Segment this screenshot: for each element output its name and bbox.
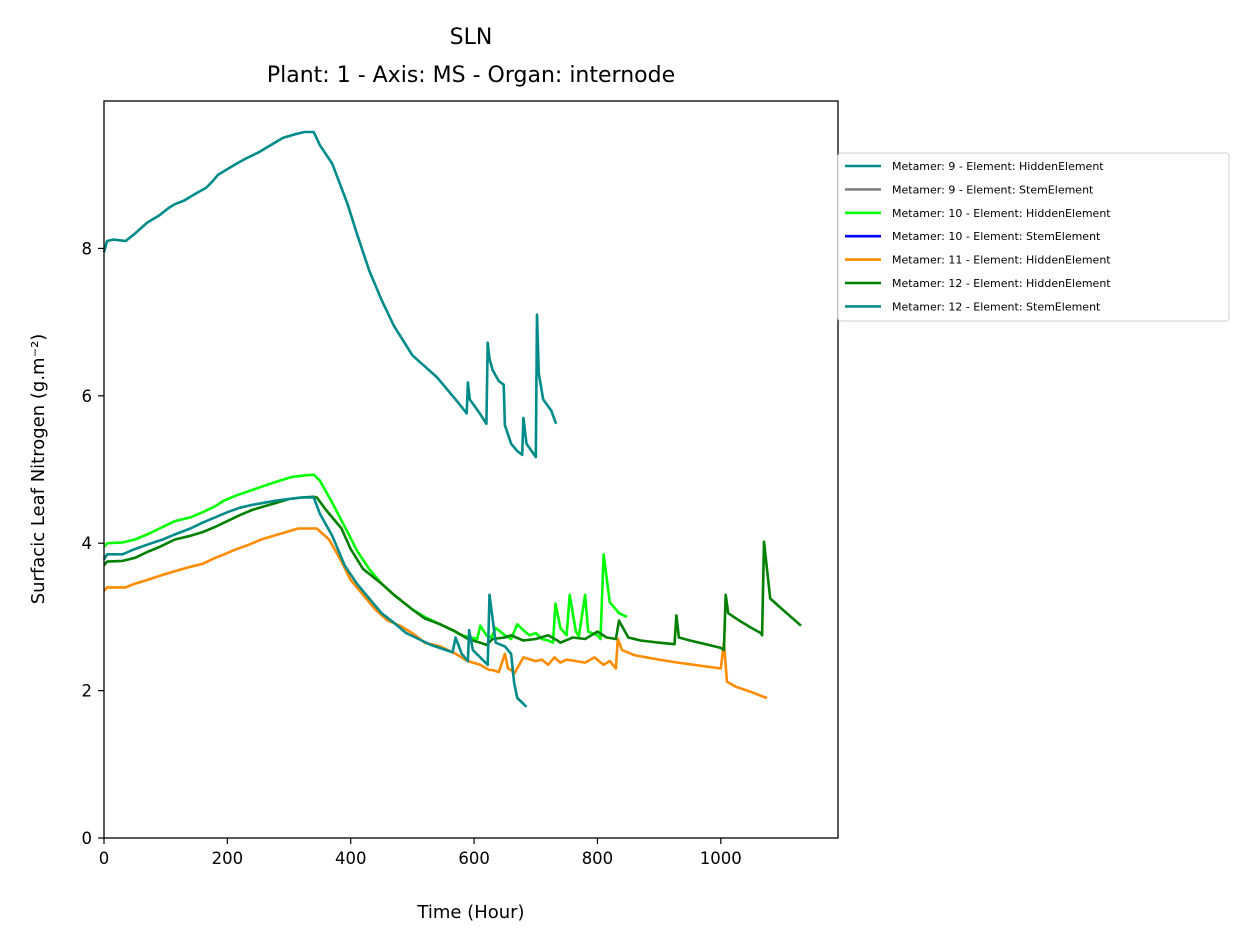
x-tick-label-4: 800 (582, 849, 614, 868)
series-line-0 (102, 130, 558, 459)
series-line-5 (103, 495, 802, 652)
x-tick-label-2: 400 (335, 849, 367, 868)
x-axis-label: Time (Hour) (416, 902, 524, 923)
legend-label-5: Metamer: 12 - Element: HiddenElement (892, 277, 1111, 290)
chart-subtitle: Plant: 1 - Axis: MS - Organ: internode (267, 63, 675, 88)
legend-label-6: Metamer: 12 - Element: StemElement (892, 300, 1101, 313)
series-line-4 (103, 527, 768, 700)
legend-label-2: Metamer: 10 - Element: HiddenElement (892, 207, 1111, 220)
legend-box (837, 152, 1230, 322)
y-tick-label-2: 4 (82, 534, 93, 553)
y-tick-label-1: 2 (82, 682, 93, 701)
y-tick-label-3: 6 (82, 387, 93, 406)
y-tick-label-4: 8 (82, 239, 93, 258)
x-tick-label-5: 1000 (700, 849, 742, 868)
chart-title: SLN (450, 25, 493, 50)
x-tick-label-0: 0 (99, 849, 110, 868)
plot-frame (103, 100, 839, 839)
legend-label-3: Metamer: 10 - Element: StemElement (892, 230, 1101, 243)
x-tick-label-1: 200 (212, 849, 244, 868)
y-tick-label-0: 0 (82, 829, 93, 848)
legend-label-1: Metamer: 9 - Element: StemElement (892, 183, 1094, 196)
series-line-6 (102, 496, 528, 708)
legend: Metamer: 9 - Element: HiddenElement Metam… (837, 152, 1230, 322)
legend-label-4: Metamer: 11 - Element: HiddenElement (892, 254, 1111, 267)
ticks-layer: 0 200 400 600 800 1000 0 2 4 6 8 (82, 239, 742, 868)
series-layer (102, 130, 802, 708)
x-tick-label-3: 600 (458, 849, 490, 868)
y-axis-label: Surfacic Leaf Nitrogen (g.m⁻²) (28, 334, 49, 605)
series-line-2 (103, 473, 628, 645)
legend-label-0: Metamer: 9 - Element: HiddenElement (892, 160, 1104, 173)
